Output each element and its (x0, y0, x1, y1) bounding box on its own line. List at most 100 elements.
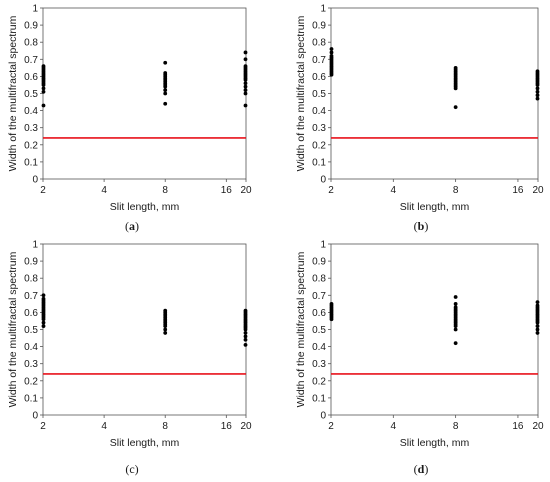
panel-caption: (a) (125, 219, 139, 233)
x-tick-label: 2 (40, 185, 46, 196)
y-tick-label: 1 (320, 240, 326, 251)
x-tick-label: 20 (240, 421, 252, 432)
y-tick-label: 0.2 (24, 140, 38, 151)
data-point-x20-13 (535, 303, 540, 308)
data-point-x20-14 (535, 300, 540, 305)
y-tick-label: 0.9 (312, 21, 326, 32)
data-point-x20-3 (535, 86, 540, 91)
plot-frame (330, 243, 539, 416)
data-point-x8-0 (163, 331, 168, 335)
x-tick-label: 20 (532, 421, 544, 432)
data-point-x20-0 (243, 342, 248, 347)
caption-close-paren: ) (135, 219, 139, 233)
y-tick-label: 0.9 (24, 21, 38, 32)
panel-caption: (c) (125, 462, 138, 476)
data-point-x2-15 (41, 293, 46, 298)
y-tick-label: 0.6 (24, 72, 38, 83)
data-point-x8-12 (163, 60, 168, 65)
plot-frame (330, 7, 539, 180)
y-tick-label: 1 (32, 4, 38, 15)
x-axis-label: Slit length, mm (400, 201, 470, 213)
caption-letter: a (129, 219, 135, 233)
data-point-x8-2 (163, 88, 168, 92)
data-point-x20-3 (243, 84, 248, 89)
y-tick-label: 0.1 (312, 393, 326, 404)
chart-panel-a: 0 0.1 0.2 0.3 0.4 0.5 0.6 0.7 0.8 0.9 1 2 4 8 16 20 Slit… (7, 4, 252, 234)
data-point-x2-9 (329, 301, 334, 306)
caption-letter: c (129, 462, 134, 476)
y-tick-label: 0.1 (312, 157, 326, 168)
y-tick-label: 0.4 (312, 106, 326, 117)
data-point-x2-0 (41, 103, 46, 108)
caption-open-paren: ( (414, 219, 418, 233)
y-tick-label: 0.1 (24, 393, 38, 404)
y-tick-label: 1 (320, 4, 326, 15)
y-tick-label: 0.3 (312, 123, 326, 134)
data-point-x2-14 (41, 296, 46, 301)
y-axis-label: Width of the multifractal spectrum (7, 251, 19, 407)
caption-open-paren: ( (414, 462, 418, 476)
y-tick-label: 0.6 (312, 308, 326, 319)
y-tick-label: 0.3 (312, 359, 326, 370)
data-point-x8-11 (163, 308, 168, 313)
y-tick-label: 0.8 (24, 274, 38, 285)
y-tick-label: 0.7 (312, 291, 326, 302)
y-tick-label: 0 (320, 411, 326, 422)
y-tick-label: 0.7 (24, 291, 38, 302)
data-point-x8-14 (453, 301, 458, 306)
chart-panel-b: 0 0.1 0.2 0.3 0.4 0.5 0.6 0.7 0.8 0.9 1 2 4 8 16 20 Slit… (295, 4, 544, 234)
y-tick-label: 0.9 (24, 257, 38, 268)
x-tick-label: 2 (328, 421, 334, 432)
data-point-x20-13 (243, 64, 248, 69)
data-point-x8-1 (163, 327, 168, 332)
y-tick-label: 0.2 (24, 376, 38, 387)
plot-frame (42, 7, 247, 180)
data-point-x20-15 (243, 50, 248, 55)
data-point-x2-12 (329, 50, 334, 55)
x-tick-label: 4 (101, 421, 107, 432)
y-axis-label: Width of the multifractal spectrum (295, 15, 307, 171)
caption-close-paren: ) (135, 462, 139, 476)
x-tick-label: 16 (512, 185, 524, 196)
y-axis-label: Width of the multifractal spectrum (295, 251, 307, 407)
x-tick-label: 4 (391, 421, 397, 432)
y-tick-label: 0.8 (24, 38, 38, 49)
data-point-x2-14 (41, 64, 46, 69)
y-tick-label: 0.3 (24, 123, 38, 134)
y-tick-label: 0.4 (24, 342, 38, 353)
y-tick-label: 0.9 (312, 257, 326, 268)
y-tick-label: 0.4 (312, 342, 326, 353)
y-tick-label: 0.5 (24, 89, 38, 100)
y-tick-label: 0.2 (312, 376, 326, 387)
x-tick-label: 2 (40, 421, 46, 432)
y-tick-label: 0.5 (24, 325, 38, 336)
x-axis-label: Slit length, mm (110, 201, 180, 213)
data-point-x20-1 (243, 337, 248, 342)
y-tick-label: 0.6 (312, 72, 326, 83)
data-point-x2-13 (329, 47, 334, 51)
y-tick-label: 0.4 (24, 106, 38, 117)
caption-close-paren: ) (424, 462, 428, 476)
data-point-x2-0 (41, 324, 46, 328)
x-tick-label: 2 (328, 185, 334, 196)
data-point-x20-12 (535, 69, 540, 74)
data-point-x20-4 (243, 81, 248, 86)
x-tick-label: 20 (532, 185, 544, 196)
y-tick-label: 1 (32, 240, 38, 251)
data-point-x20-1 (535, 93, 540, 98)
data-point-x8-0 (453, 105, 458, 110)
y-tick-label: 0.6 (24, 308, 38, 319)
x-axis-label: Slit length, mm (110, 437, 180, 449)
x-axis-label: Slit length, mm (400, 437, 470, 449)
data-point-x20-2 (535, 89, 540, 94)
y-tick-label: 0.3 (24, 359, 38, 370)
caption-letter: b (418, 219, 425, 233)
x-tick-label: 4 (391, 185, 397, 196)
plot-frame (42, 243, 247, 416)
y-tick-label: 0.1 (24, 157, 38, 168)
data-point-x2-1 (41, 89, 46, 94)
x-tick-label: 16 (221, 185, 233, 196)
caption-open-paren: ( (125, 219, 129, 233)
y-tick-label: 0 (320, 175, 326, 186)
